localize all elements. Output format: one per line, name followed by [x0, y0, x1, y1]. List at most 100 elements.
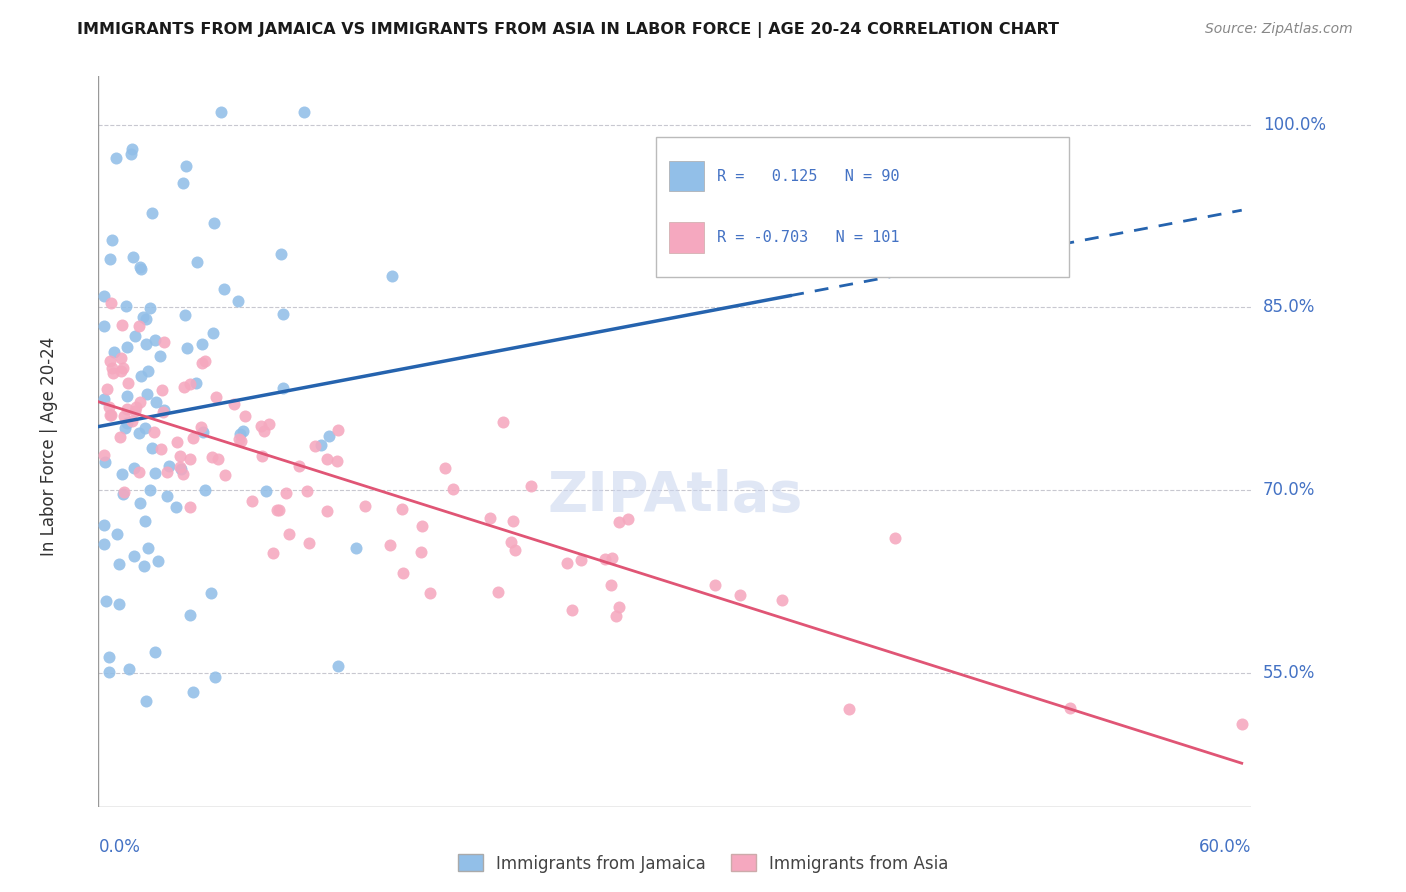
Point: [129, 395, 152, 409]
Point: [520, 479, 543, 493]
Point: [112, 486, 135, 500]
Point: [569, 553, 592, 567]
Point: [207, 452, 229, 467]
Point: [112, 484, 135, 499]
Point: [132, 558, 155, 573]
Point: [110, 430, 132, 444]
Point: [179, 500, 201, 515]
Point: [194, 483, 217, 497]
Text: Source: ZipAtlas.com: Source: ZipAtlas.com: [1205, 22, 1353, 37]
Point: [169, 459, 191, 474]
Point: [110, 364, 132, 378]
Point: [135, 337, 157, 351]
Point: [617, 512, 640, 526]
Point: [486, 584, 509, 599]
Point: [114, 421, 136, 435]
Point: [136, 541, 159, 555]
Point: [316, 504, 339, 518]
Point: [136, 364, 159, 378]
Point: [703, 577, 725, 591]
Point: [209, 105, 232, 120]
Point: [124, 329, 146, 343]
Text: 100.0%: 100.0%: [1263, 116, 1326, 134]
Point: [101, 360, 124, 375]
Point: [184, 376, 207, 390]
Point: [169, 449, 191, 463]
Point: [325, 454, 347, 468]
Point: [271, 307, 294, 321]
Point: [93, 318, 115, 333]
Point: [134, 514, 156, 528]
Point: [111, 318, 134, 332]
Point: [122, 250, 145, 264]
Point: [229, 426, 252, 441]
Point: [276, 486, 298, 500]
Point: [478, 510, 501, 524]
Point: [249, 418, 271, 433]
Point: [602, 551, 624, 566]
Point: [152, 405, 174, 419]
Point: [183, 685, 205, 699]
Point: [115, 340, 138, 354]
Point: [1230, 717, 1253, 731]
Point: [176, 341, 198, 355]
Bar: [669, 161, 704, 192]
Point: [128, 318, 150, 333]
Point: [277, 527, 299, 541]
Text: 0.0%: 0.0%: [98, 838, 141, 855]
Point: [267, 503, 290, 517]
Point: [174, 159, 197, 173]
Point: [190, 420, 212, 434]
Text: 70.0%: 70.0%: [1263, 482, 1315, 500]
Point: [318, 428, 340, 442]
Point: [143, 466, 166, 480]
Point: [128, 465, 150, 479]
Point: [93, 288, 115, 302]
Point: [224, 397, 246, 411]
Point: [110, 351, 132, 365]
Point: [117, 662, 139, 676]
Point: [170, 462, 193, 476]
Point: [145, 395, 167, 409]
Point: [156, 465, 179, 479]
Point: [191, 425, 214, 439]
Text: In Labor Force | Age 20-24: In Labor Force | Age 20-24: [41, 336, 58, 556]
Point: [503, 543, 526, 558]
Text: R = -0.703   N = 101: R = -0.703 N = 101: [717, 230, 900, 245]
Text: IMMIGRANTS FROM JAMAICA VS IMMIGRANTS FROM ASIA IN LABOR FORCE | AGE 20-24 CORRE: IMMIGRANTS FROM JAMAICA VS IMMIGRANTS FR…: [77, 22, 1059, 38]
Point: [391, 502, 413, 516]
Point: [135, 387, 157, 401]
Point: [148, 349, 170, 363]
Point: [152, 335, 174, 350]
Point: [135, 312, 157, 326]
Point: [179, 452, 201, 467]
Text: 85.0%: 85.0%: [1263, 299, 1315, 317]
Point: [262, 546, 284, 560]
Point: [96, 382, 118, 396]
Point: [419, 586, 441, 600]
Point: [157, 458, 180, 473]
Point: [304, 440, 326, 454]
Point: [172, 176, 194, 190]
Point: [117, 389, 139, 403]
Point: [326, 423, 349, 437]
Point: [200, 585, 222, 599]
Point: [204, 670, 226, 684]
Point: [378, 538, 401, 552]
Point: [108, 597, 131, 611]
Point: [100, 408, 122, 422]
Point: [173, 308, 195, 322]
Point: [231, 434, 253, 449]
Point: [502, 514, 524, 528]
Text: ZIPAtlas: ZIPAtlas: [547, 469, 803, 524]
Point: [93, 392, 115, 407]
Point: [129, 262, 152, 277]
Point: [93, 518, 115, 533]
Point: [226, 293, 249, 308]
Point: [254, 483, 277, 498]
Point: [156, 489, 179, 503]
Point: [202, 326, 225, 340]
Point: [98, 252, 121, 266]
Point: [411, 545, 433, 559]
Point: [120, 147, 142, 161]
